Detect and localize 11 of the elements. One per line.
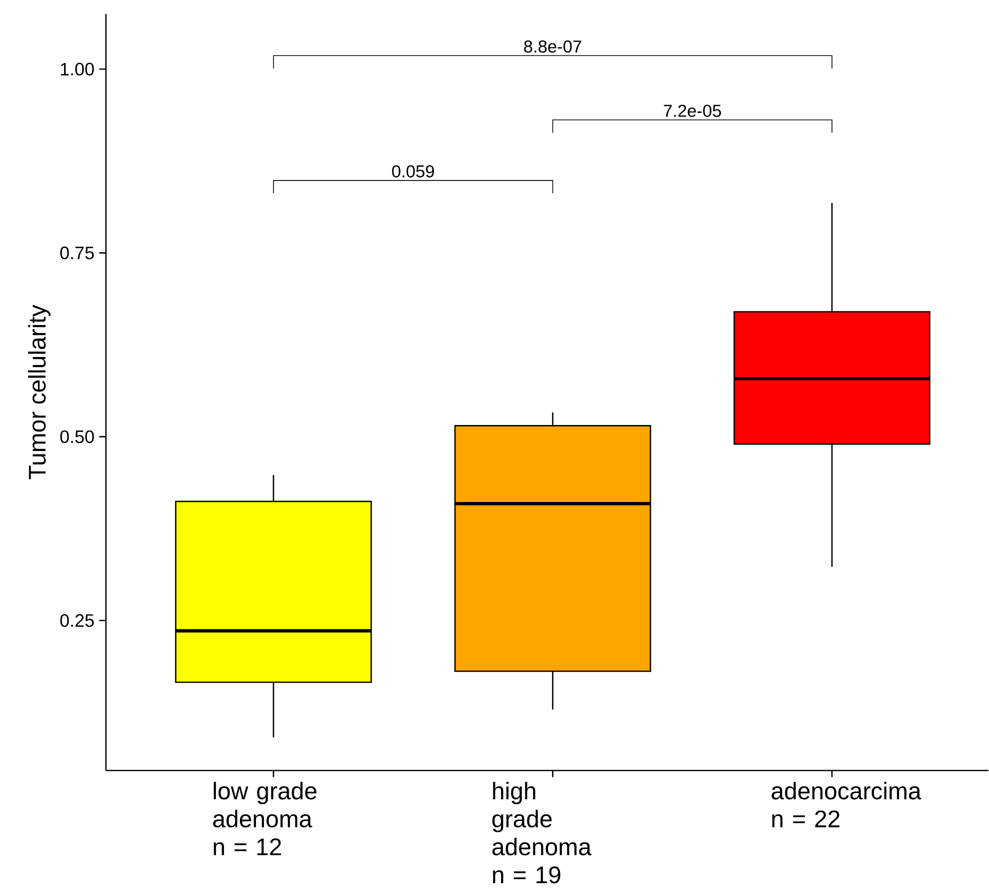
x-tick-label: high grade adenoma n = 19 — [492, 782, 592, 884]
y-axis-title: Tumor cellularity — [28, 304, 50, 480]
annotation: 0.059 — [392, 165, 434, 178]
y-tick-label: 0.50 — [60, 430, 94, 444]
y-tick-label: 0.75 — [60, 246, 94, 260]
annotation: 8.8e-07 — [524, 40, 582, 53]
y-tick-label: 0.25 — [60, 614, 94, 627]
x-tick-label: adenocarcima n = 22 — [772, 782, 922, 828]
annotation: 7.2e-05 — [664, 104, 721, 118]
x-tick-label: low grade adenoma n = 12 — [213, 782, 316, 856]
y-tick-label: 1.00 — [60, 62, 94, 76]
